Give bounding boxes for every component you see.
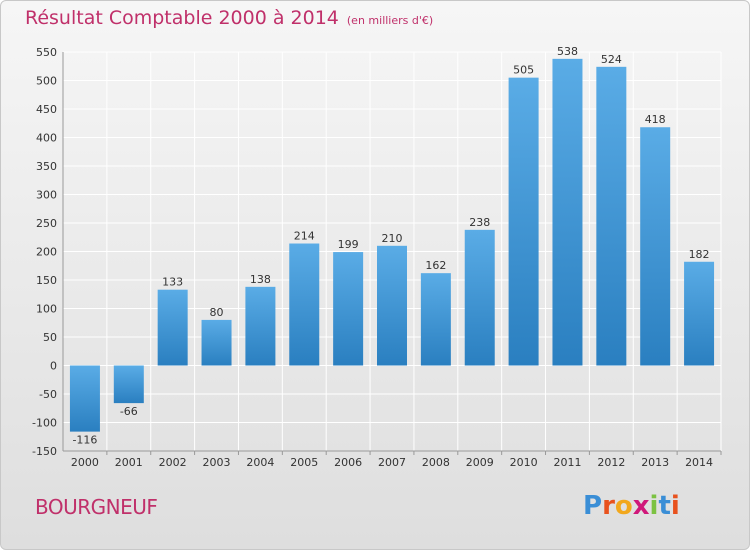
data-label: -66 [120, 405, 138, 418]
bar [552, 58, 583, 366]
bar [289, 243, 320, 366]
bar [113, 365, 144, 404]
value-labels: -116 -66 133 80 138 214 199 210 162 238 505 538 524 4… [72, 45, 709, 447]
x-tick-label: 2003 [203, 456, 231, 469]
x-tick-label: 2014 [685, 456, 713, 469]
y-tick-label: 500 [36, 75, 57, 88]
y-tick-label: 50 [43, 331, 57, 344]
bar [420, 273, 451, 366]
x-tick-label: 2009 [466, 456, 494, 469]
proxiti-logo[interactable]: Proxiti [583, 491, 680, 521]
data-label: 538 [557, 45, 578, 58]
x-tick-label: 2012 [597, 456, 625, 469]
x-tick-label: 2000 [71, 456, 99, 469]
y-tick-label: -150 [32, 445, 57, 458]
chart-unit: (en milliers d'€) [346, 14, 434, 27]
y-tick-label: 0 [50, 360, 57, 373]
x-tick-label: 2006 [334, 456, 362, 469]
data-label: 214 [294, 230, 315, 243]
logo-letter: o [614, 491, 633, 521]
logo-letter: i [670, 491, 680, 521]
y-tick-label: 200 [36, 246, 57, 259]
chart-title: Résultat Comptable 2000 à 2014 (en millie… [25, 7, 433, 29]
x-tick-label: 2013 [641, 456, 669, 469]
y-tick-label: 350 [36, 160, 57, 173]
bar [596, 66, 627, 366]
bar [684, 261, 715, 366]
logo-letter: P [583, 491, 603, 521]
bar [157, 289, 188, 366]
bars [69, 58, 715, 432]
x-tick-label: 2007 [378, 456, 406, 469]
y-tick-label: 400 [36, 132, 57, 145]
logo-letter: r [602, 491, 615, 521]
y-tick-label: -100 [32, 417, 57, 430]
y-tick-label: 300 [36, 189, 57, 202]
logo-letter: x [632, 491, 650, 521]
bar [69, 365, 100, 432]
logo-letter: t [658, 491, 671, 521]
logo-letter: i [649, 491, 659, 521]
x-tick-label: 2008 [422, 456, 450, 469]
bar [201, 319, 232, 366]
x-tick-label: 2011 [553, 456, 581, 469]
x-tick-label: 2005 [290, 456, 318, 469]
town-name: BOURGNEUF [35, 495, 158, 519]
data-label: 80 [210, 306, 224, 319]
y-tick-label: 100 [36, 303, 57, 316]
x-tick-label: 2002 [159, 456, 187, 469]
y-tick-label: 150 [36, 274, 57, 287]
x-tick-label: 2010 [510, 456, 538, 469]
x-tick-label: 2004 [246, 456, 274, 469]
data-label: 162 [425, 259, 446, 272]
y-tick-label: 550 [36, 46, 57, 59]
data-label: 210 [382, 232, 403, 245]
data-label: 238 [469, 216, 490, 229]
y-tick-label: 250 [36, 217, 57, 230]
bar [245, 286, 276, 366]
data-label: 199 [338, 238, 359, 251]
data-label: 524 [601, 53, 622, 66]
x-tick-label: 2001 [115, 456, 143, 469]
bar [377, 245, 407, 366]
y-tick-label: 450 [36, 103, 57, 116]
data-label: 182 [689, 248, 710, 261]
bar [464, 229, 495, 366]
bar [640, 127, 671, 366]
bar [333, 252, 364, 366]
chart-title-text: Résultat Comptable 2000 à 2014 [25, 7, 339, 29]
data-label: -116 [72, 434, 97, 447]
data-label: 418 [645, 113, 666, 126]
axes: -150 -100 -50 0 50 100 150 200 250 300 350 400 450 50… [32, 46, 722, 469]
y-tick-label: -50 [39, 388, 57, 401]
data-label: 138 [250, 273, 271, 286]
data-label: 505 [513, 64, 534, 77]
data-label: 133 [162, 276, 183, 289]
bar [508, 77, 539, 366]
